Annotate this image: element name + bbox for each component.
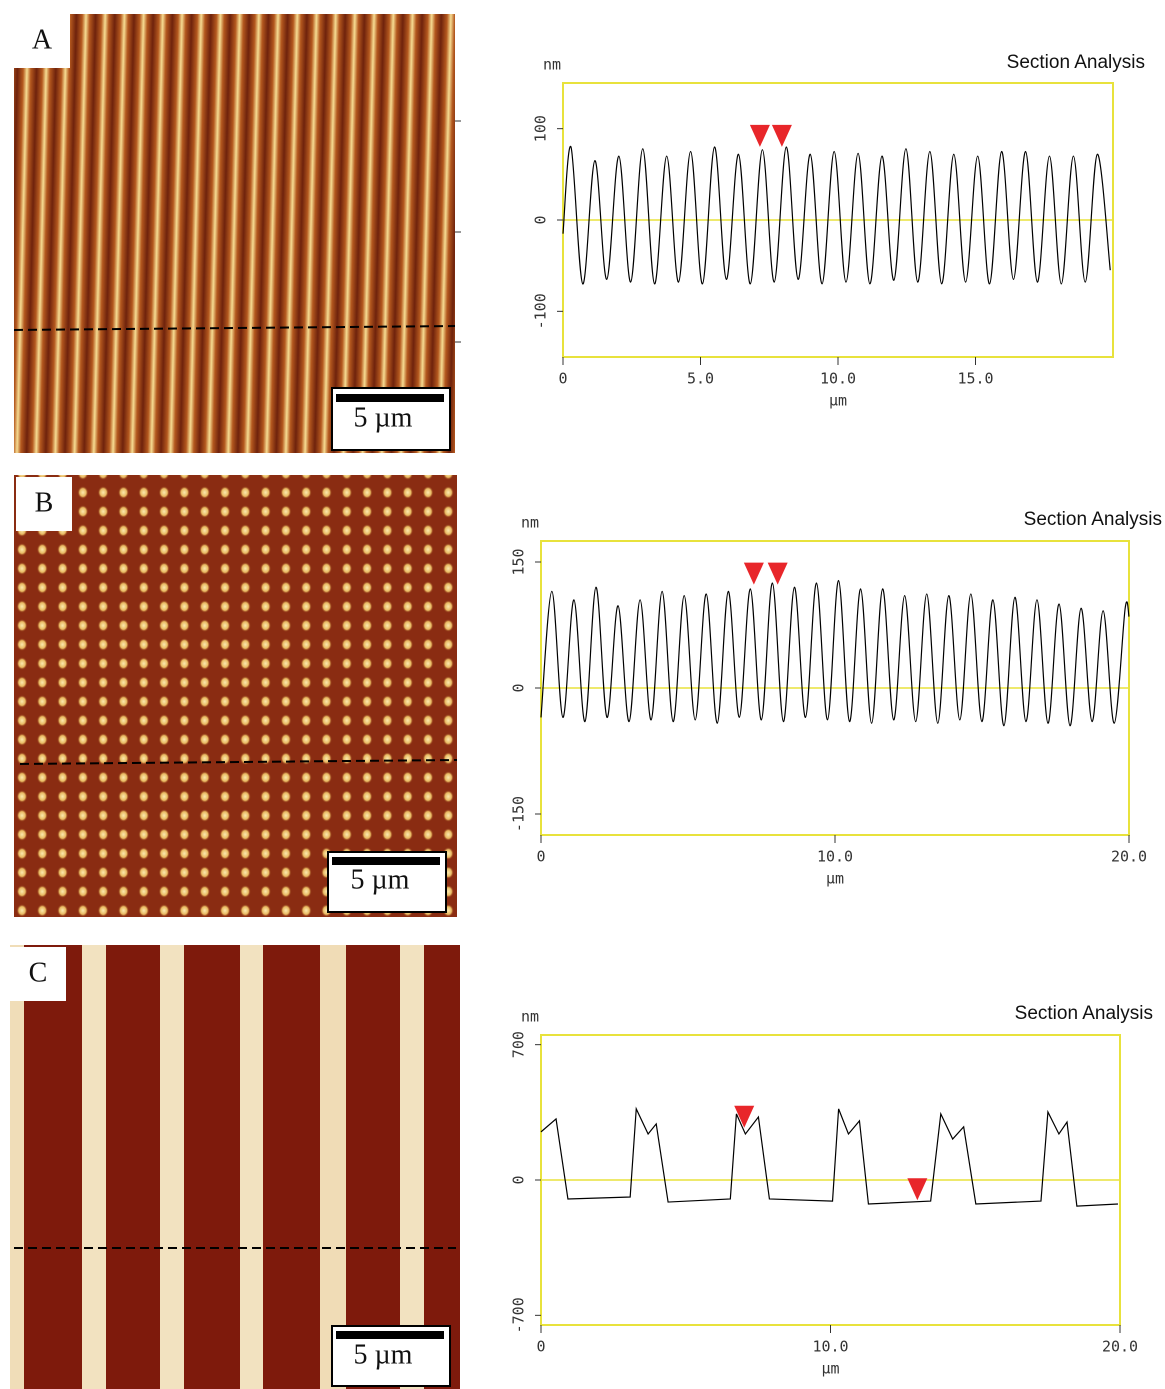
y-tick-label: 0 <box>510 1175 528 1184</box>
scale-bar-label: 5 µm <box>354 402 413 433</box>
x-tick-label: 0 <box>558 370 567 388</box>
cursor-marker <box>749 124 770 147</box>
cursor-marker <box>734 1105 755 1128</box>
profile-line <box>540 1106 1119 1207</box>
y-tick-label: 150 <box>510 548 528 575</box>
x-axis-label: µm <box>826 870 844 888</box>
cursor-marker <box>767 562 788 585</box>
y-tick-label: 100 <box>532 115 550 142</box>
y-axis-label: nm <box>521 514 539 532</box>
cursor-marker <box>771 124 792 147</box>
x-axis-label: µm <box>821 1360 839 1378</box>
chart-title: Section Analysis <box>1007 52 1145 73</box>
x-tick-label: 10.0 <box>820 370 856 388</box>
y-tick-label: -150 <box>510 796 528 832</box>
cursor-marker <box>907 1178 928 1201</box>
y-tick-label: -700 <box>510 1297 528 1333</box>
y-tick-label: 700 <box>510 1031 528 1058</box>
scale-bar-label: 5 µm <box>354 1339 413 1370</box>
x-tick-label: 15.0 <box>957 370 993 388</box>
panel-label: C <box>29 957 48 988</box>
chart-title: Section Analysis <box>1015 1003 1153 1024</box>
x-tick-label: 0 <box>536 1338 545 1356</box>
y-tick-label: 0 <box>510 683 528 692</box>
y-axis-label: nm <box>521 1008 539 1026</box>
y-axis-label: nm <box>543 56 561 74</box>
afm-image: A 5 µm <box>13 14 461 453</box>
x-tick-label: 5.0 <box>687 370 714 388</box>
scale-bar-label: 5 µm <box>351 864 410 895</box>
y-tick-label: -100 <box>532 293 550 329</box>
x-axis-label: µm <box>829 392 847 410</box>
x-tick-label: 10.0 <box>812 1338 848 1356</box>
x-tick-label: 20.0 <box>1111 848 1147 866</box>
x-tick-label: 20.0 <box>1102 1338 1138 1356</box>
afm-image: C 5 µm <box>10 945 460 1389</box>
chart-title: Section Analysis <box>1024 509 1162 530</box>
profile-line <box>562 146 1111 285</box>
x-tick-label: 0 <box>536 848 545 866</box>
cursor-marker <box>743 562 764 585</box>
y-tick-label: 0 <box>532 215 550 224</box>
afm-image: B 5 µm <box>14 475 458 917</box>
panel-label: A <box>32 24 53 55</box>
x-tick-label: 10.0 <box>817 848 853 866</box>
panel-label: B <box>35 487 54 518</box>
profile-line <box>540 579 1130 727</box>
